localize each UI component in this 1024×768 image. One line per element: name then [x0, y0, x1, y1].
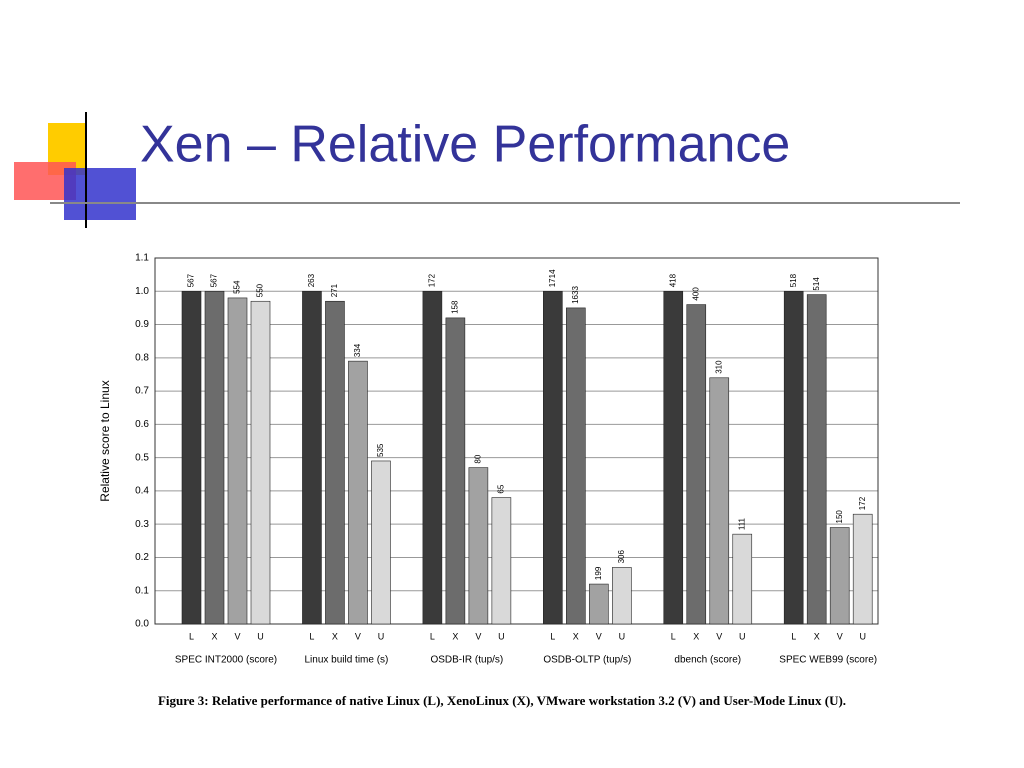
- bar-score-label: 310: [714, 360, 723, 374]
- series-label: X: [693, 631, 699, 641]
- series-label: V: [837, 631, 843, 641]
- bar: [181, 290, 202, 625]
- bar-score-label: 400: [691, 287, 700, 301]
- bar-score-label: 80: [473, 454, 482, 463]
- series-label: L: [671, 631, 676, 641]
- x-tick-label: OSDB-OLTP (tup/s): [543, 655, 631, 666]
- series-label: X: [573, 631, 579, 641]
- bar-score-label: 418: [668, 273, 677, 287]
- bar: [468, 467, 489, 625]
- bar: [612, 567, 632, 625]
- bar-score-label: 514: [812, 277, 821, 291]
- series-label: L: [189, 631, 194, 641]
- series-label: U: [619, 631, 626, 641]
- series-label: U: [859, 631, 866, 641]
- bar-score-label: 65: [496, 484, 505, 493]
- bar: [709, 377, 730, 625]
- bar: [589, 583, 609, 625]
- y-tick-label: 0.7: [135, 386, 149, 397]
- y-tick-label: 0.8: [135, 352, 149, 363]
- y-tick-label: 0.6: [135, 419, 149, 430]
- slide-title: Xen – Relative Performance: [140, 116, 790, 174]
- series-label: X: [452, 631, 458, 641]
- series-label: U: [498, 631, 505, 641]
- bar: [227, 297, 248, 625]
- bar: [852, 513, 873, 625]
- figure-caption: Figure 3: Relative performance of native…: [158, 693, 846, 708]
- series-label: U: [257, 631, 264, 641]
- series-label: X: [332, 631, 338, 641]
- y-tick-label: 1.1: [135, 253, 149, 264]
- bar-score-label: 567: [187, 273, 196, 287]
- y-tick-label: 0.0: [135, 619, 149, 630]
- bar-score-label: 150: [835, 510, 844, 524]
- bar: [422, 290, 443, 625]
- series-label: L: [791, 631, 796, 641]
- bar-score-label: 158: [450, 300, 459, 314]
- bar: [783, 290, 804, 625]
- series-label: U: [739, 631, 746, 641]
- bar: [829, 527, 850, 625]
- bar-score-label: 199: [594, 566, 603, 580]
- bar: [806, 294, 827, 625]
- y-tick-label: 0.4: [135, 486, 149, 497]
- y-tick-label: 1.0: [135, 286, 149, 297]
- x-tick-label: OSDB-IR (tup/s): [430, 655, 503, 666]
- series-label: V: [355, 631, 361, 641]
- x-tick-label: SPEC WEB99 (score): [779, 655, 877, 666]
- plot-frame: [154, 257, 879, 625]
- bar-score-label: 111: [737, 517, 746, 530]
- bar: [663, 290, 684, 625]
- y-tick-label: 0.2: [135, 552, 149, 563]
- x-tick-label: Linux build time (s): [304, 655, 388, 666]
- bar: [445, 317, 466, 625]
- series-label: U: [378, 631, 385, 641]
- y-tick-label: 0.1: [135, 585, 149, 596]
- bar-score-label: 306: [617, 550, 626, 564]
- y-axis-label: Relative score to Linux: [98, 380, 112, 501]
- bar: [566, 307, 586, 625]
- series-label: X: [814, 631, 820, 641]
- x-tick-label: dbench (score): [674, 655, 741, 666]
- bar-score-label: 172: [427, 273, 436, 287]
- x-tick-label: SPEC INT2000 (score): [175, 655, 277, 666]
- series-label: V: [716, 631, 722, 641]
- series-label: L: [430, 631, 435, 641]
- series-label: L: [309, 631, 314, 641]
- bar: [325, 300, 345, 625]
- bar-score-label: 172: [858, 496, 867, 510]
- bar: [348, 360, 368, 625]
- bar-score-label: 567: [210, 273, 219, 287]
- series-label: V: [234, 631, 240, 641]
- bar: [302, 290, 322, 625]
- bar: [204, 290, 225, 625]
- bar-score-label: 1714: [548, 269, 557, 287]
- bar: [371, 460, 391, 625]
- series-label: V: [596, 631, 602, 641]
- series-label: L: [550, 631, 555, 641]
- series-label: V: [475, 631, 481, 641]
- bar-score-label: 550: [256, 283, 265, 297]
- bar-score-label: 271: [330, 283, 339, 297]
- y-tick-label: 0.9: [135, 319, 149, 330]
- deco-blue: [64, 168, 136, 220]
- bar: [543, 290, 563, 625]
- bar-score-label: 334: [353, 343, 362, 357]
- bar-score-label: 535: [376, 443, 385, 457]
- bar: [250, 300, 271, 625]
- y-tick-label: 0.3: [135, 519, 149, 530]
- bar: [491, 497, 512, 625]
- bar-score-label: 554: [233, 280, 242, 294]
- bar: [686, 304, 707, 625]
- bar: [732, 533, 753, 625]
- bar-score-label: 518: [789, 273, 798, 287]
- series-label: X: [211, 631, 217, 641]
- bar-score-label: 1633: [571, 286, 580, 304]
- y-tick-label: 0.5: [135, 452, 149, 463]
- bar-score-label: 263: [307, 273, 316, 287]
